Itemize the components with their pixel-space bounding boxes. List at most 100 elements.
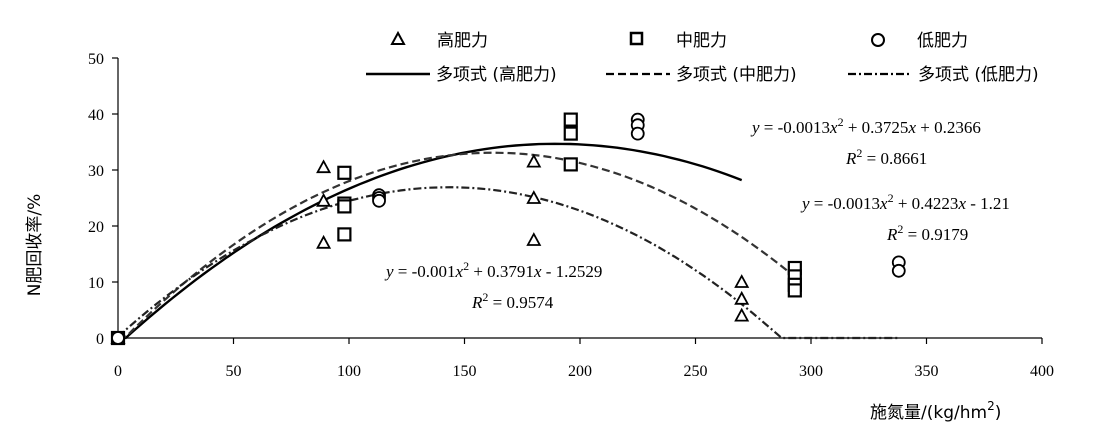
y-axis-label: N肥回收率/%: [25, 194, 45, 297]
circle-point: [372, 193, 386, 208]
equation-low: y = -0.0013x2 + 0.3725x + 0.2366 R2 = 0.…: [750, 115, 981, 168]
equation-mid-formula: y = -0.0013x2 + 0.4223x - 1.21: [800, 191, 1010, 213]
legend-label-low: 低肥力: [917, 31, 968, 51]
y-tick-label: 0: [96, 331, 104, 348]
triangle-point: [316, 159, 332, 174]
legend-trend-label-high: 多项式 (高肥力): [436, 65, 557, 85]
eq-part: = 0.9574: [488, 293, 553, 312]
legend-square-marker: [629, 31, 644, 46]
trendline-dashdot: [117, 186, 899, 340]
x-tick-label: 0: [114, 363, 122, 380]
legend-label-mid: 中肥力: [676, 31, 727, 51]
y-tick-label: 40: [88, 107, 104, 124]
eq-part: = -0.0013: [810, 194, 881, 213]
equation-high-formula: y = -0.001x2 + 0.3791x - 1.2529: [384, 259, 602, 281]
data-points: [110, 112, 906, 346]
x-tick-label: 400: [1030, 363, 1054, 380]
square-point: [563, 112, 578, 127]
legend: 高肥力 中肥力 低肥力 多项式 (高肥力) 多项式 (中肥力) 多项式 (低肥力…: [366, 30, 1039, 85]
eq-part: - 1.21: [966, 194, 1010, 213]
trendline-solid: [117, 142, 743, 340]
triangle-point: [526, 190, 542, 204]
x-tick-label: 300: [799, 363, 823, 380]
eq-part: + 0.3791: [469, 262, 534, 281]
legend-trend-label-low: 多项式 (低肥力): [918, 65, 1039, 85]
square-point: [787, 283, 802, 298]
eq-var: R: [886, 225, 898, 244]
equation-mid-r2: R2 = 0.9179: [886, 222, 968, 244]
eq-var: x: [829, 118, 838, 137]
square-point: [563, 157, 578, 172]
eq-part: = 0.9179: [903, 225, 968, 244]
square-point: [337, 199, 352, 214]
legend-triangle-marker: [390, 30, 406, 45]
triangle-point: [734, 290, 750, 305]
trendline-dashed: [117, 151, 796, 340]
x-tick-label: 100: [337, 363, 361, 380]
eq-var: y: [384, 262, 394, 281]
triangle-point: [526, 232, 542, 246]
x-tick-label: 250: [684, 363, 708, 380]
y-tick-label: 30: [88, 163, 104, 180]
x-tick-label: 200: [568, 363, 592, 380]
legend-trend-mid: 多项式 (中肥力): [606, 65, 797, 85]
eq-var: y: [750, 118, 760, 137]
legend-trend-high: 多项式 (高肥力): [366, 65, 557, 85]
circle-point: [630, 126, 645, 141]
eq-var: x: [907, 118, 916, 137]
equation-low-formula: y = -0.0013x2 + 0.3725x + 0.2366: [750, 115, 981, 137]
legend-item-mid: 中肥力: [629, 31, 727, 51]
eq-part: = -0.001: [394, 262, 456, 281]
y-tick-label: 10: [88, 275, 104, 292]
eq-sup: 2: [856, 146, 862, 160]
equation-mid: y = -0.0013x2 + 0.4223x - 1.21 R2 = 0.91…: [800, 191, 1010, 244]
eq-part: + 0.3725: [844, 118, 909, 137]
trendlines: [117, 142, 899, 340]
triangle-point: [316, 192, 332, 207]
eq-part: + 0.2366: [916, 118, 981, 137]
circle-point: [891, 263, 906, 278]
y-tick-label: 20: [88, 219, 104, 236]
axes: 0 50 100 150 200 250 300 350 400 0 10 20 30 40 50: [88, 51, 1054, 380]
eq-var: x: [533, 262, 542, 281]
y-tick-label: 50: [88, 51, 104, 68]
eq-var: y: [800, 194, 810, 213]
eq-sup: 2: [463, 259, 469, 273]
triangle-point: [526, 153, 542, 168]
eq-var: R: [845, 149, 857, 168]
eq-sup: 2: [897, 222, 903, 236]
legend-label-high: 高肥力: [437, 31, 488, 51]
legend-trend-label-mid: 多项式 (中肥力): [676, 65, 797, 85]
x-tick-label: 350: [915, 363, 939, 380]
triangle-point: [734, 307, 750, 322]
eq-var: x: [957, 194, 966, 213]
eq-part: = -0.0013: [760, 118, 831, 137]
x-tick-label: 150: [453, 363, 477, 380]
eq-var: x: [879, 194, 888, 213]
triangle-point: [316, 234, 332, 249]
eq-part: = 0.8661: [862, 149, 927, 168]
legend-trend-low: 多项式 (低肥力): [848, 65, 1039, 85]
x-axis-label: 施氮量/(kg/hm2): [870, 399, 1001, 423]
legend-item-high: 高肥力: [390, 30, 488, 51]
x-axis-label-sup: 2: [987, 399, 995, 413]
equation-high-r2: R2 = 0.9574: [471, 290, 554, 312]
eq-part: - 1.2529: [541, 262, 602, 281]
equation-high: y = -0.001x2 + 0.3791x - 1.2529 R2 = 0.9…: [384, 259, 602, 312]
legend-item-low: 低肥力: [871, 31, 968, 51]
eq-sup: 2: [482, 290, 488, 304]
x-axis-label-tail: ): [995, 403, 1002, 423]
legend-circle-marker: [871, 33, 885, 47]
eq-part: + 0.4223: [894, 194, 959, 213]
eq-var: x: [455, 262, 464, 281]
square-point: [563, 126, 578, 141]
square-point: [337, 165, 352, 180]
x-tick-label: 50: [226, 363, 242, 380]
eq-sup: 2: [838, 115, 844, 129]
triangle-point: [734, 274, 750, 288]
eq-sup: 2: [888, 191, 894, 205]
eq-var: R: [471, 293, 483, 312]
x-axis-label-main: 施氮量/(kg/hm: [870, 403, 987, 423]
square-point: [337, 227, 352, 242]
